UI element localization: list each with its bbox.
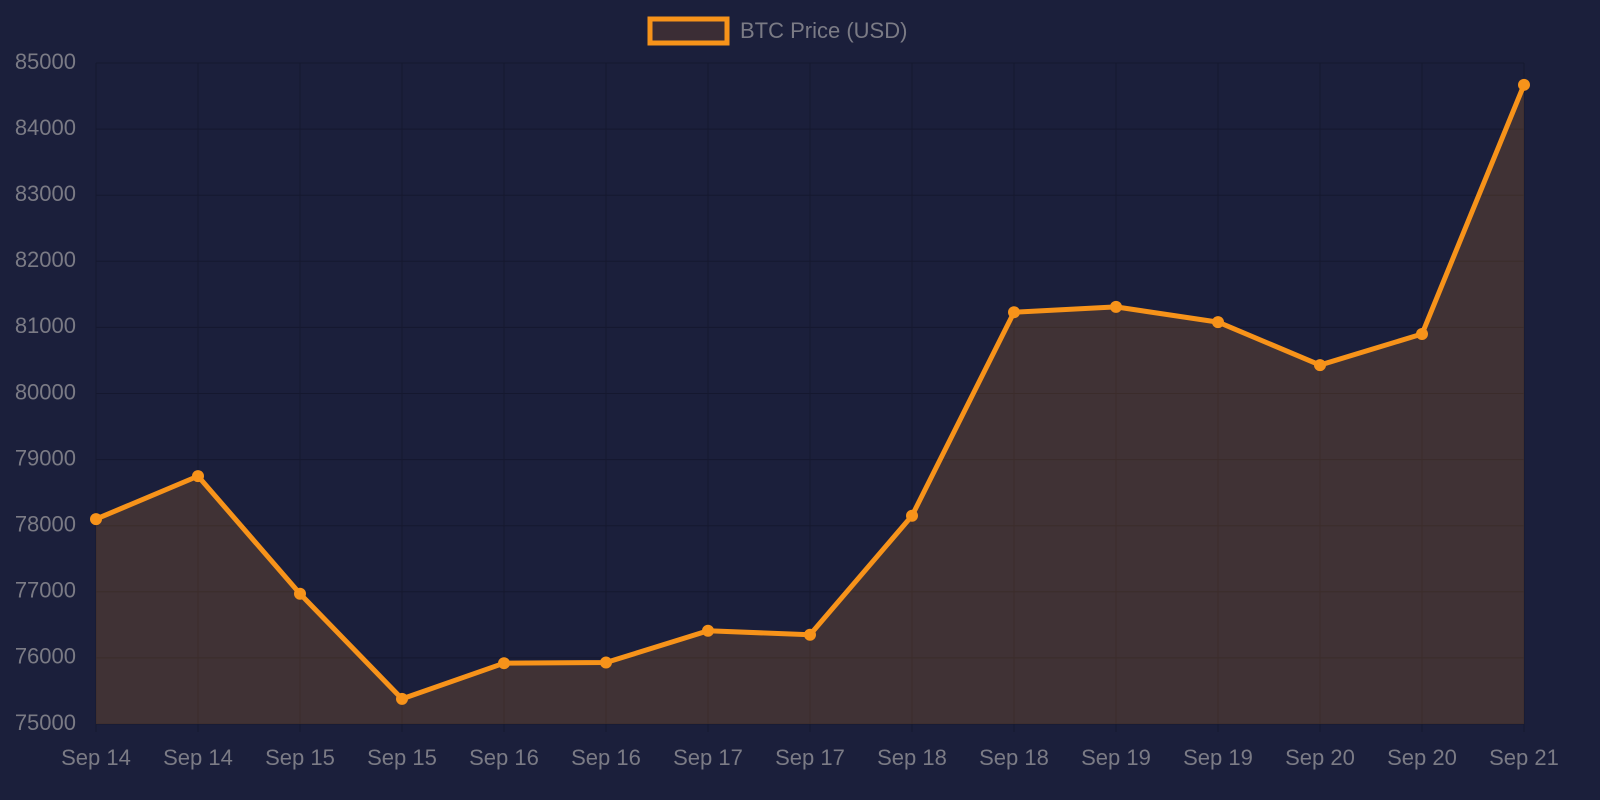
y-tick-label: 77000	[15, 578, 76, 603]
y-tick-label: 78000	[15, 512, 76, 537]
x-tick-label: Sep 16	[469, 745, 539, 770]
x-tick-label: Sep 17	[775, 745, 845, 770]
point[interactable]	[1416, 328, 1428, 341]
x-tick-label: Sep 18	[979, 745, 1049, 770]
point[interactable]	[1008, 306, 1020, 319]
y-tick-label: 76000	[15, 644, 76, 669]
y-tick-label: 75000	[15, 710, 76, 735]
y-tick-label: 85000	[15, 49, 76, 74]
point[interactable]	[702, 624, 714, 637]
point[interactable]	[1518, 78, 1530, 91]
point[interactable]	[600, 656, 612, 669]
x-tick-label: Sep 20	[1285, 745, 1355, 770]
point[interactable]	[192, 470, 204, 483]
point[interactable]	[396, 692, 408, 705]
x-tick-label: Sep 15	[367, 745, 437, 770]
x-tick-label: Sep 16	[571, 745, 641, 770]
x-tick-label: Sep 17	[673, 745, 743, 770]
area	[96, 84, 1524, 725]
x-tick-label: Sep 20	[1387, 745, 1457, 770]
point[interactable]	[804, 628, 816, 641]
x-tick-label: Sep 14	[61, 745, 131, 770]
point[interactable]	[906, 509, 918, 522]
y-tick-label: 79000	[15, 445, 76, 470]
point[interactable]	[1110, 300, 1122, 313]
point[interactable]	[1212, 316, 1224, 329]
point[interactable]	[1314, 359, 1326, 372]
point[interactable]	[90, 513, 102, 526]
x-tick-label: Sep 15	[265, 745, 335, 770]
x-tick-label: Sep 19	[1081, 745, 1151, 770]
y-tick-label: 84000	[15, 115, 76, 140]
y-tick-label: 81000	[15, 313, 76, 338]
x-tick-label: Sep 19	[1183, 745, 1253, 770]
x-tick-label: Sep 21	[1489, 745, 1559, 770]
x-tick-label: Sep 18	[877, 745, 947, 770]
y-tick-label: 80000	[15, 379, 76, 404]
y-tick-label: 82000	[15, 247, 76, 272]
legend-swatch[interactable]	[647, 16, 730, 46]
x-tick-label: Sep 14	[163, 745, 233, 770]
legend-label[interactable]: BTC Price (USD)	[740, 18, 907, 43]
point[interactable]	[294, 587, 306, 600]
point[interactable]	[498, 657, 510, 670]
y-tick-label: 83000	[15, 181, 76, 206]
